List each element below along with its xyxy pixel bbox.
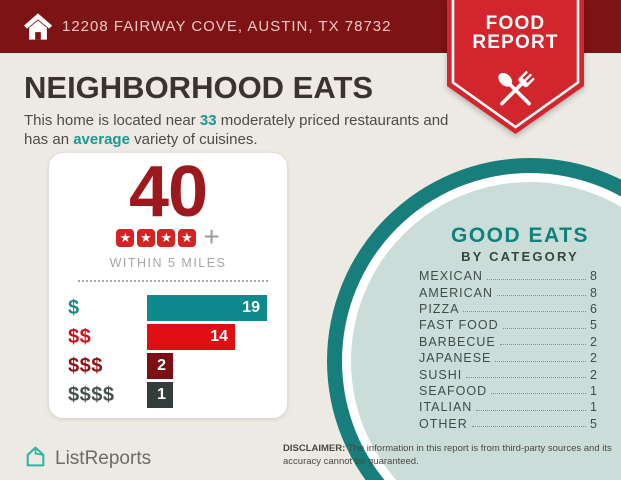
price-bar-row: $ 19: [68, 295, 287, 321]
home-icon: [23, 12, 53, 41]
category-row: AMERICAN 8: [419, 284, 597, 300]
dotted-leader: [466, 377, 587, 379]
category-name: JAPANESE: [419, 351, 492, 366]
dotted-leader: [463, 311, 587, 313]
category-row: SEAFOOD 1: [419, 383, 597, 399]
page-title: NEIGHBORHOOD EATS: [24, 70, 374, 105]
disclaimer: DISCLAIMER: The information in this repo…: [283, 443, 615, 468]
restaurant-stats-card: 40 ★ ★ ★ ★ + WITHIN 5 MILES $ 19 $$ 14 $$$ 2…: [49, 153, 287, 418]
price-bar: 14: [147, 324, 235, 350]
star-icon: ★: [116, 229, 135, 247]
good-eats-title: GOOD EATS: [451, 224, 589, 247]
category-value: 5: [590, 318, 597, 333]
food-report-badge: FOOD REPORT: [447, 0, 584, 138]
category-value: 2: [590, 334, 597, 349]
category-name: FAST FOOD: [419, 318, 499, 333]
category-value: 2: [590, 351, 597, 366]
subtitle-text: This home is located near: [24, 112, 200, 129]
price-bar: 19: [147, 295, 267, 321]
price-bar: 1: [147, 382, 173, 408]
star-icon: ★: [136, 229, 155, 247]
category-name: MEXICAN: [419, 269, 483, 284]
dotted-leader: [491, 393, 587, 395]
dotted-leader: [502, 327, 587, 329]
category-name: BARBECUE: [419, 334, 496, 349]
category-value: 5: [590, 416, 597, 431]
dotted-leader: [486, 278, 587, 280]
price-bar-row: $$$$ 1: [68, 382, 287, 408]
listreports-wordmark: ListReports: [55, 448, 152, 469]
category-row: BARBECUE 2: [419, 334, 597, 350]
good-eats-subtitle: BY CATEGORY: [461, 249, 579, 264]
subtitle-text: moderately priced restaurants and has an: [24, 112, 449, 148]
category-name: SEAFOOD: [419, 383, 488, 398]
category-row: PIZZA 6: [419, 301, 597, 317]
category-value: 2: [590, 367, 597, 382]
restaurant-count: 40: [128, 152, 208, 232]
badge-title-line1: FOOD: [485, 13, 546, 34]
category-row: MEXICAN 8: [419, 268, 597, 284]
category-name: AMERICAN: [419, 285, 493, 300]
price-bar-value: 1: [157, 386, 166, 403]
plus-icon: +: [203, 221, 220, 252]
category-list: MEXICAN 8 AMERICAN 8 PIZZA 6 FAST FOOD 5…: [419, 268, 597, 432]
category-name: ITALIAN: [419, 400, 473, 415]
price-bar-value: 14: [210, 328, 228, 345]
radius-label: WITHIN 5 MILES: [109, 256, 227, 270]
category-value: 8: [590, 285, 597, 300]
dotted-leader: [499, 344, 587, 346]
price-bar-value: 19: [242, 299, 260, 316]
category-name: PIZZA: [419, 301, 460, 316]
star-icon: ★: [157, 229, 176, 247]
category-value: 1: [590, 383, 597, 398]
star-rating: ★ ★ ★ ★ +: [49, 221, 287, 252]
price-level-bar-chart: $ 19 $$ 14 $$$ 2 $$$$ 1: [49, 295, 287, 408]
property-address: 12208 FAIRWAY COVE, AUSTIN, TX 78732: [62, 18, 392, 35]
price-level-label: $: [68, 296, 80, 319]
price-bar-row: $$$ 2: [68, 353, 287, 379]
price-bar: 2: [147, 353, 173, 379]
price-level-label: $$$: [68, 354, 103, 377]
subtitle-highlight: average: [73, 131, 130, 148]
listreports-house-icon: [23, 444, 48, 474]
category-row: ITALIAN 1: [419, 399, 597, 415]
category-value: 1: [590, 400, 597, 415]
disclaimer-label: DISCLAIMER:: [283, 443, 346, 454]
category-name: OTHER: [419, 416, 468, 431]
category-row: SUSHI 2: [419, 366, 597, 382]
star-icon: ★: [177, 229, 196, 247]
category-row: FAST FOOD 5: [419, 317, 597, 333]
page-subtitle: This home is located near 33 moderately …: [24, 111, 452, 149]
subtitle-highlight: 33: [199, 112, 217, 129]
category-row: JAPANESE 2: [419, 350, 597, 366]
disclaimer-text: The information in this report is from t…: [283, 443, 612, 467]
category-name: SUSHI: [419, 367, 463, 382]
dotted-leader: [495, 360, 587, 362]
category-value: 6: [590, 301, 597, 316]
fork-and-spoon-icon: [498, 71, 535, 106]
price-bar-value: 2: [157, 357, 166, 374]
dotted-leader: [496, 295, 587, 297]
subtitle-text: variety of cuisines.: [129, 131, 258, 148]
dotted-leader: [471, 426, 587, 428]
dotted-divider: [78, 280, 268, 282]
price-level-label: $$$$: [68, 383, 115, 406]
category-value: 8: [590, 269, 597, 284]
badge-title-line2: REPORT: [472, 32, 559, 53]
badge-pennant-shape: [447, 0, 584, 134]
dotted-leader: [476, 409, 587, 411]
category-row: OTHER 5: [419, 416, 597, 432]
listreports-logo: ListReports: [23, 444, 151, 474]
price-bar-row: $$ 14: [68, 324, 287, 350]
price-level-label: $$: [68, 325, 92, 348]
